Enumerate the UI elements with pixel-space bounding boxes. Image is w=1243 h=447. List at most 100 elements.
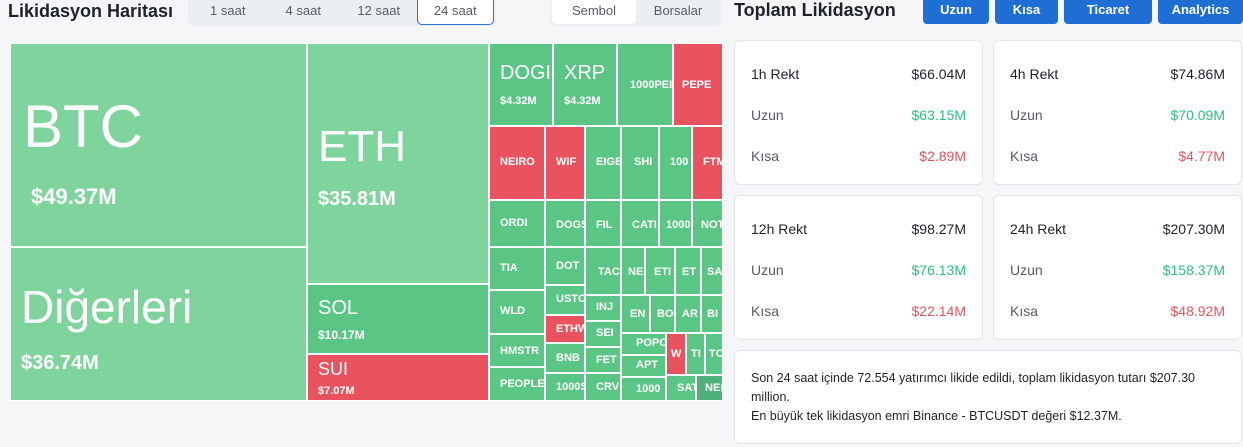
rekt-card-12h: 12h Rekt $98.27M Uzun $76.13M Kısa $22.14M [734,195,983,340]
short-value: $4.77M [1178,148,1225,164]
treemap-cell-popcat[interactable]: POPC [621,333,666,355]
total-liquidation-title: Toplam Likidasyon [734,0,896,20]
treemap-cell-100x[interactable]: 100 [659,126,692,200]
card-total: $74.86M [1170,66,1225,82]
treemap-cell-fet[interactable]: FET [585,347,621,373]
treemap-cell-wld[interactable]: WLD [489,290,545,334]
treemap-cell-eth2[interactable]: ET [675,247,701,295]
cell-symbol: ORDI [500,217,528,229]
cell-symbol: FIL [596,219,613,231]
treemap-cell-ens[interactable]: EN [621,295,650,333]
treemap-cell-hmstr[interactable]: HMSTR [489,334,545,367]
card-total: $98.27M [911,221,966,237]
long-value: $63.15M [911,107,966,123]
short-value: $2.89M [919,148,966,164]
treemap-cell-w[interactable]: W [666,333,686,375]
cell-symbol: W [671,348,682,360]
cell-symbol: ET [682,266,697,278]
treemap-cell-1000y[interactable]: 1000 [659,200,692,247]
treemap-cell-xrp[interactable]: XRP $4.32M [553,43,617,126]
treemap-cell-neiro[interactable]: NEIRO [489,126,545,200]
analytics-button[interactable]: Analytics [1158,0,1243,24]
treemap-cell-near[interactable]: NE [621,247,645,295]
treemap-cell-apt[interactable]: APT [621,355,666,377]
treemap-cell-pepe[interactable]: PEPE [673,43,723,126]
treemap-cell-arb[interactable]: AR [675,295,701,333]
treemap-cell-sol[interactable]: SOL $10.17M [307,284,489,354]
cell-symbol: HMSTR [500,345,540,357]
long-value: $158.37M [1162,262,1225,278]
treemap-cell-sand[interactable]: SA [701,247,723,295]
short-button[interactable]: Kısa [995,0,1058,24]
treemap-cell-sei[interactable]: SEI [585,321,621,347]
treemap-cell-1000pepe[interactable]: 1000PEI [617,43,673,126]
card-total: $207.30M [1162,221,1225,237]
treemap-cell-fil[interactable]: FIL [585,200,621,247]
cell-symbol: EIGE [596,156,621,168]
treemap-cell-shib[interactable]: SHI [621,126,659,200]
treemap-cell-sats[interactable]: SAT [666,375,696,401]
short-label: Kısa [751,303,780,319]
treemap-cell-1000sats[interactable]: 1000S [545,373,585,401]
cell-symbol: FET [596,354,617,366]
treemap-cell-neo[interactable]: NEI [696,375,723,401]
treemap-cell-crv[interactable]: CRV [585,373,621,401]
tab-1-hour[interactable]: 1 saat [210,2,246,18]
treemap-cell-sui[interactable]: SUI $7.07M [307,354,489,401]
tab-exchanges[interactable]: Borsalar [653,2,703,18]
cell-symbol: 1000PEI [630,79,673,91]
treemap-cell-ethw[interactable]: ETHW [545,315,585,343]
card-label: 12h Rekt [751,221,808,237]
liquidation-treemap: BTC $49.37M Diğerleri $36.74M ETH $35.81… [10,43,723,401]
card-total: $66.04M [911,66,966,82]
tab-24-hour[interactable]: 24 saat [416,0,494,25]
summary-line-2: En büyük tek likidasyon emri Binance - B… [751,409,1122,423]
treemap-cell-tia[interactable]: TIA [489,247,545,290]
trade-button[interactable]: Ticaret [1064,0,1152,24]
treemap-cell-bigtime[interactable]: BI [701,295,723,333]
treemap-cell-ustc[interactable]: USTC [545,285,585,315]
card-label: 24h Rekt [1010,221,1067,237]
treemap-cell-not[interactable]: NOT [692,200,723,247]
treemap-cell-btc[interactable]: BTC $49.37M [10,43,307,247]
cell-symbol: SEI [596,327,614,339]
treemap-cell-etc[interactable]: ETI [645,247,675,295]
cell-symbol: NEI [705,382,723,394]
cell-symbol: CATI [632,219,657,231]
treemap-cell-ordi[interactable]: ORDI [489,200,545,247]
treemap-cell-1000z[interactable]: 1000 [621,377,666,401]
rekt-card-1h: 1h Rekt $66.04M Uzun $63.15M Kısa $2.89M [734,40,983,185]
liquidation-summary: Son 24 saat içinde 72.554 yatırımcı liki… [734,350,1242,444]
cell-value: $10.17M [318,328,365,342]
treemap-cell-eth[interactable]: ETH $35.81M [307,43,489,284]
treemap-cell-people[interactable]: PEOPLE [489,367,545,401]
cell-value: $7.07M [318,385,355,397]
long-button[interactable]: Uzun [923,0,989,24]
treemap-cell-ftm[interactable]: FTM [692,126,723,200]
treemap-cell-bnb[interactable]: BNB [545,343,585,373]
tab-12-hour[interactable]: 12 saat [357,2,401,18]
treemap-cell-tao[interactable]: TAC [585,247,621,295]
treemap-cell-others[interactable]: Diğerleri $36.74M [10,247,307,401]
treemap-cell-dot[interactable]: DOT [545,247,585,285]
treemap-cell-wif[interactable]: WIF [545,126,585,200]
cell-symbol: SOL [318,297,359,319]
short-value: $48.92M [1170,303,1225,319]
treemap-cell-doge[interactable]: DOGI $4.32M [489,43,553,126]
tab-4-hour[interactable]: 4 saat [285,2,321,18]
treemap-cell-bome[interactable]: BO [650,295,675,333]
treemap-cell-eige[interactable]: EIGE [585,126,621,200]
cell-symbol: NOT [701,219,723,231]
long-label: Uzun [1010,262,1043,278]
treemap-cell-inj[interactable]: INJ [585,295,621,321]
treemap-cell-ti[interactable]: TI [686,333,705,375]
cell-symbol: Diğerleri [21,281,193,333]
cell-value: $4.32M [564,95,601,107]
treemap-cell-tc[interactable]: TC [705,333,723,375]
treemap-cell-dogs[interactable]: DOGS [545,200,585,247]
tab-symbol[interactable]: Sembol [552,0,636,24]
long-value: $76.13M [911,262,966,278]
cell-symbol: TIA [500,262,518,274]
treemap-cell-cati[interactable]: CATI [621,200,659,247]
